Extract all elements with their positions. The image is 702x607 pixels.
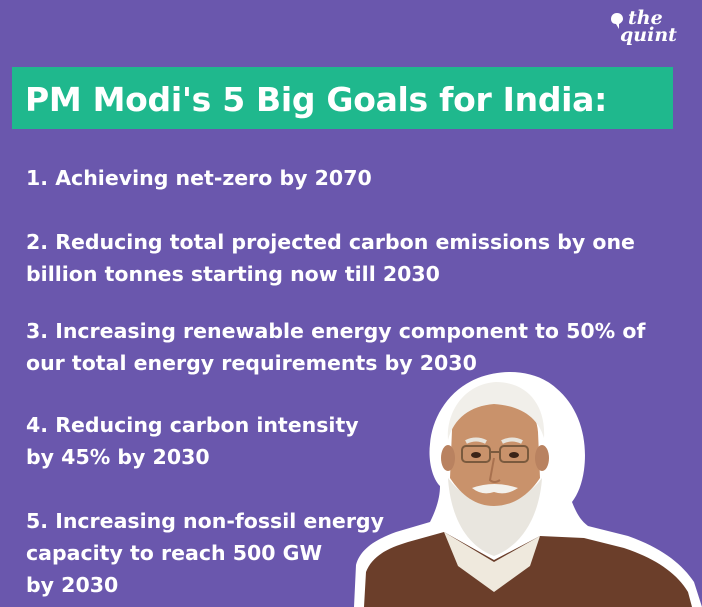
goal-3-line-1: 3. Increasing renewable energy component… (26, 319, 646, 343)
goal-2-line-1: 2. Reducing total projected carbon emiss… (26, 230, 635, 254)
headline-title: PM Modi's 5 Big Goals for India: (25, 80, 608, 119)
portrait-face (450, 394, 540, 506)
quint-logo-mark-icon (611, 13, 623, 29)
portrait-jacket (364, 532, 692, 607)
goal-item-3: 3. Increasing renewable energy component… (26, 315, 645, 379)
goal-3-line-2: our total energy requirements by 2030 (26, 351, 477, 375)
goal-2-line-2: billion tonnes starting now till 2030 (26, 262, 440, 286)
portrait-eyebrow-left (465, 437, 487, 444)
headline-banner (12, 67, 673, 129)
goal-item-4: 4. Reducing carbon intensity by 45% by 2… (26, 409, 359, 473)
portrait-eye-left (471, 452, 481, 458)
logo-text-quint: quint (620, 24, 677, 46)
portrait-photo (354, 372, 702, 607)
goal-1-line-1: 1. Achieving net-zero by 2070 (26, 166, 372, 190)
portrait-hair (447, 382, 545, 440)
portrait-nose (488, 457, 501, 483)
goal-item-5: 5. Increasing non-fossil energy capacity… (26, 505, 384, 601)
goal-5-line-3: by 2030 (26, 573, 119, 597)
portrait-glasses-right (499, 445, 529, 463)
logo-text-the: the (628, 7, 663, 29)
portrait-ear-right (535, 445, 549, 471)
portrait-moustache (472, 484, 518, 494)
portrait-ear-left (441, 445, 455, 471)
goal-item-2: 2. Reducing total projected carbon emiss… (26, 226, 635, 290)
goal-4-line-1: 4. Reducing carbon intensity (26, 413, 359, 437)
portrait-glasses-left (461, 445, 491, 463)
portrait-eye-right (509, 452, 519, 458)
the-quint-logo: the quint (610, 6, 690, 52)
goal-5-line-2: capacity to reach 500 GW (26, 541, 323, 565)
goal-item-1: 1. Achieving net-zero by 2070 (26, 162, 372, 194)
goal-5-line-1: 5. Increasing non-fossil energy (26, 509, 384, 533)
goal-4-line-2: by 45% by 2030 (26, 445, 210, 469)
portrait-eyebrow-right (501, 437, 523, 444)
portrait-collar (444, 532, 540, 592)
